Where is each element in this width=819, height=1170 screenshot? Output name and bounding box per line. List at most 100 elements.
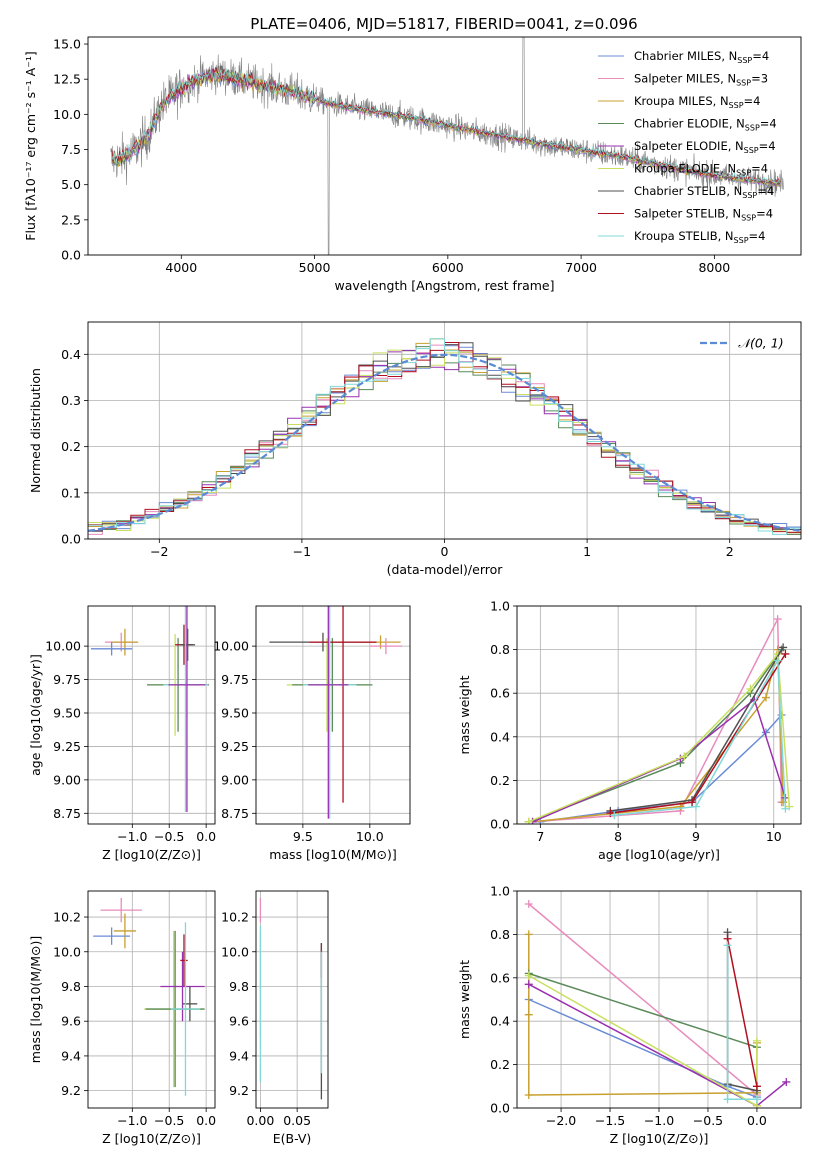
x-tick-label: 4000 [165,260,197,275]
y-tick-label: 9.2 [229,1083,249,1098]
mass-weight-line [528,649,783,823]
x-tick-label: 5000 [299,260,331,275]
x-tick-label: 0 [441,544,449,559]
point-marker [723,941,732,950]
y-tick-label: 0.2 [490,773,510,788]
y-tick-label: 9.00 [53,772,81,787]
legend-entry-text: Chabrier MILES, N [634,49,737,63]
axes-frame [87,321,802,540]
y-tick-label: 9.25 [53,739,81,754]
legend-entry-tail: =4 [744,94,761,108]
y-tick-label: 9.75 [221,672,249,687]
y-tick-label: 15.0 [53,37,81,52]
y-tick-label: 0.2 [61,439,81,454]
y-tick-label: 0.6 [490,686,510,701]
y-tick-label: 10.00 [45,639,81,654]
point-marker [610,811,619,820]
legend-entry-text: Kroupa MILES, N [634,94,729,108]
x-axis-label: wavelength [Angstrom, rest frame] [334,278,554,293]
y-tick-label: 9.2 [61,1083,81,1098]
plot-area [88,338,801,535]
axes-frame [87,890,216,1109]
x-tick-label: −0.5 [154,1113,184,1128]
panel-age-vs-z: −1.0 −0.5 0.0 8.75 9.00 9.25 9.50 9.75 10.00 Z [l… [28,605,216,862]
panel-mass-weight-vs-age: 7 8 9 10 0.0 0.2 0.4 0.6 0.8 1.0 age [log10(age/yr… [457,599,802,862]
y-axis-label: mass weight [457,960,472,1039]
point-marker [752,1036,761,1045]
y-tick-label: 7.5 [61,142,81,157]
point-marker [524,971,533,980]
legend-entry: Kroupa ELODIE, NSSP=4 [634,162,768,178]
axes-frame [516,890,802,1109]
legend-entry-subscript: SSP [729,101,744,110]
plot-area [93,897,205,1096]
point-marker [524,1010,533,1019]
normal-reference-curve [88,353,801,532]
mass-weight-line [614,657,787,817]
y-tick-label: 9.75 [53,672,81,687]
x-axis-label: Z [log10(Z/Z⊙)] [102,1131,201,1146]
y-tick-label: 0.4 [490,729,510,744]
x-axis-label: E(B-V) [273,1131,312,1146]
x-axis-label: mass [log10(M/M⊙)] [269,847,397,862]
y-tick-label: 9.00 [221,772,249,787]
x-tick-label: −1.0 [117,829,147,844]
y-tick-label: 0.1 [61,485,81,500]
plot-area [259,897,323,1100]
x-tick-label: −2 [150,544,168,559]
y-axis-label: mass weight [457,675,472,754]
legend-entry: Salpeter MILES, NSSP=3 [634,72,768,88]
plot-area [524,615,794,824]
x-tick-label: 6000 [432,260,464,275]
x-tick-label: 10.0 [356,829,384,844]
y-tick-label: 0.3 [61,393,81,408]
x-axis-label: age [log10(age/yr)] [598,847,720,862]
legend-entry-subscript: SSP [736,79,751,88]
legend-entry: 𝒩(0, 1) [738,336,784,351]
legend-entry-tail: =4 [749,229,766,243]
legend-entry: Kroupa STELIB, NSSP=4 [634,229,765,245]
x-tick-label: −1.0 [644,1113,674,1128]
x-tick-label: 1 [583,544,591,559]
x-tick-label: −2.0 [546,1113,576,1128]
legend-entry: Chabrier ELODIE, NSSP=4 [634,117,777,133]
point-marker [691,802,700,811]
legend-entry-text: Salpeter STELIB, N [634,207,741,221]
y-tick-label: 0.4 [490,1014,510,1029]
axes-frame [516,605,802,825]
y-tick-label: 10.2 [221,910,249,925]
point-marker [752,1082,761,1091]
point-marker [524,980,533,989]
point-marker [773,656,782,665]
y-tick-label: 0.8 [490,642,510,657]
y-tick-label: 0.0 [61,248,81,263]
point-marker [723,1095,732,1104]
legend-entry: Chabrier STELIB, NSSP=4 [634,184,774,200]
y-tick-label: 1.0 [490,884,510,899]
mass-weight-line [726,938,758,1087]
y-tick-label: 0.4 [61,347,81,362]
x-axis-label: Z [log10(Z/Z⊙)] [610,1131,709,1146]
y-tick-label: 9.4 [229,1048,249,1063]
x-tick-label: −1.0 [117,1113,147,1128]
y-tick-label: 0.2 [490,1057,510,1072]
x-tick-label: 0.0 [196,1113,216,1128]
point-marker [524,1090,533,1099]
legend-entry-tail: =4 [760,117,777,131]
x-tick-label: 0.00 [246,1113,274,1128]
x-tick-label: 0.05 [283,1113,311,1128]
x-tick-label: 10 [766,829,782,844]
legend-entry: Kroupa MILES, NSSP=4 [634,94,760,110]
x-axis-label: (data-model)/error [387,562,504,577]
y-tick-label: 9.6 [229,1014,249,1029]
point-marker [752,1095,761,1104]
y-tick-label: 10.00 [213,639,249,654]
figure-title: PLATE=0406, MJD=51817, FIBERID=0041, z=0… [250,15,637,33]
x-tick-label: 2 [726,544,734,559]
x-tick-label: 0.0 [196,829,216,844]
y-tick-label: 9.4 [61,1048,81,1063]
panel-mass-vs-ebv: 0.00 0.05 9.2 9.4 9.6 9.8 10.0 10.2 E(B-V) [221,890,329,1146]
mass-weight-line [528,903,758,1096]
x-tick-label: 8 [614,829,622,844]
x-tick-label: 9 [692,829,700,844]
